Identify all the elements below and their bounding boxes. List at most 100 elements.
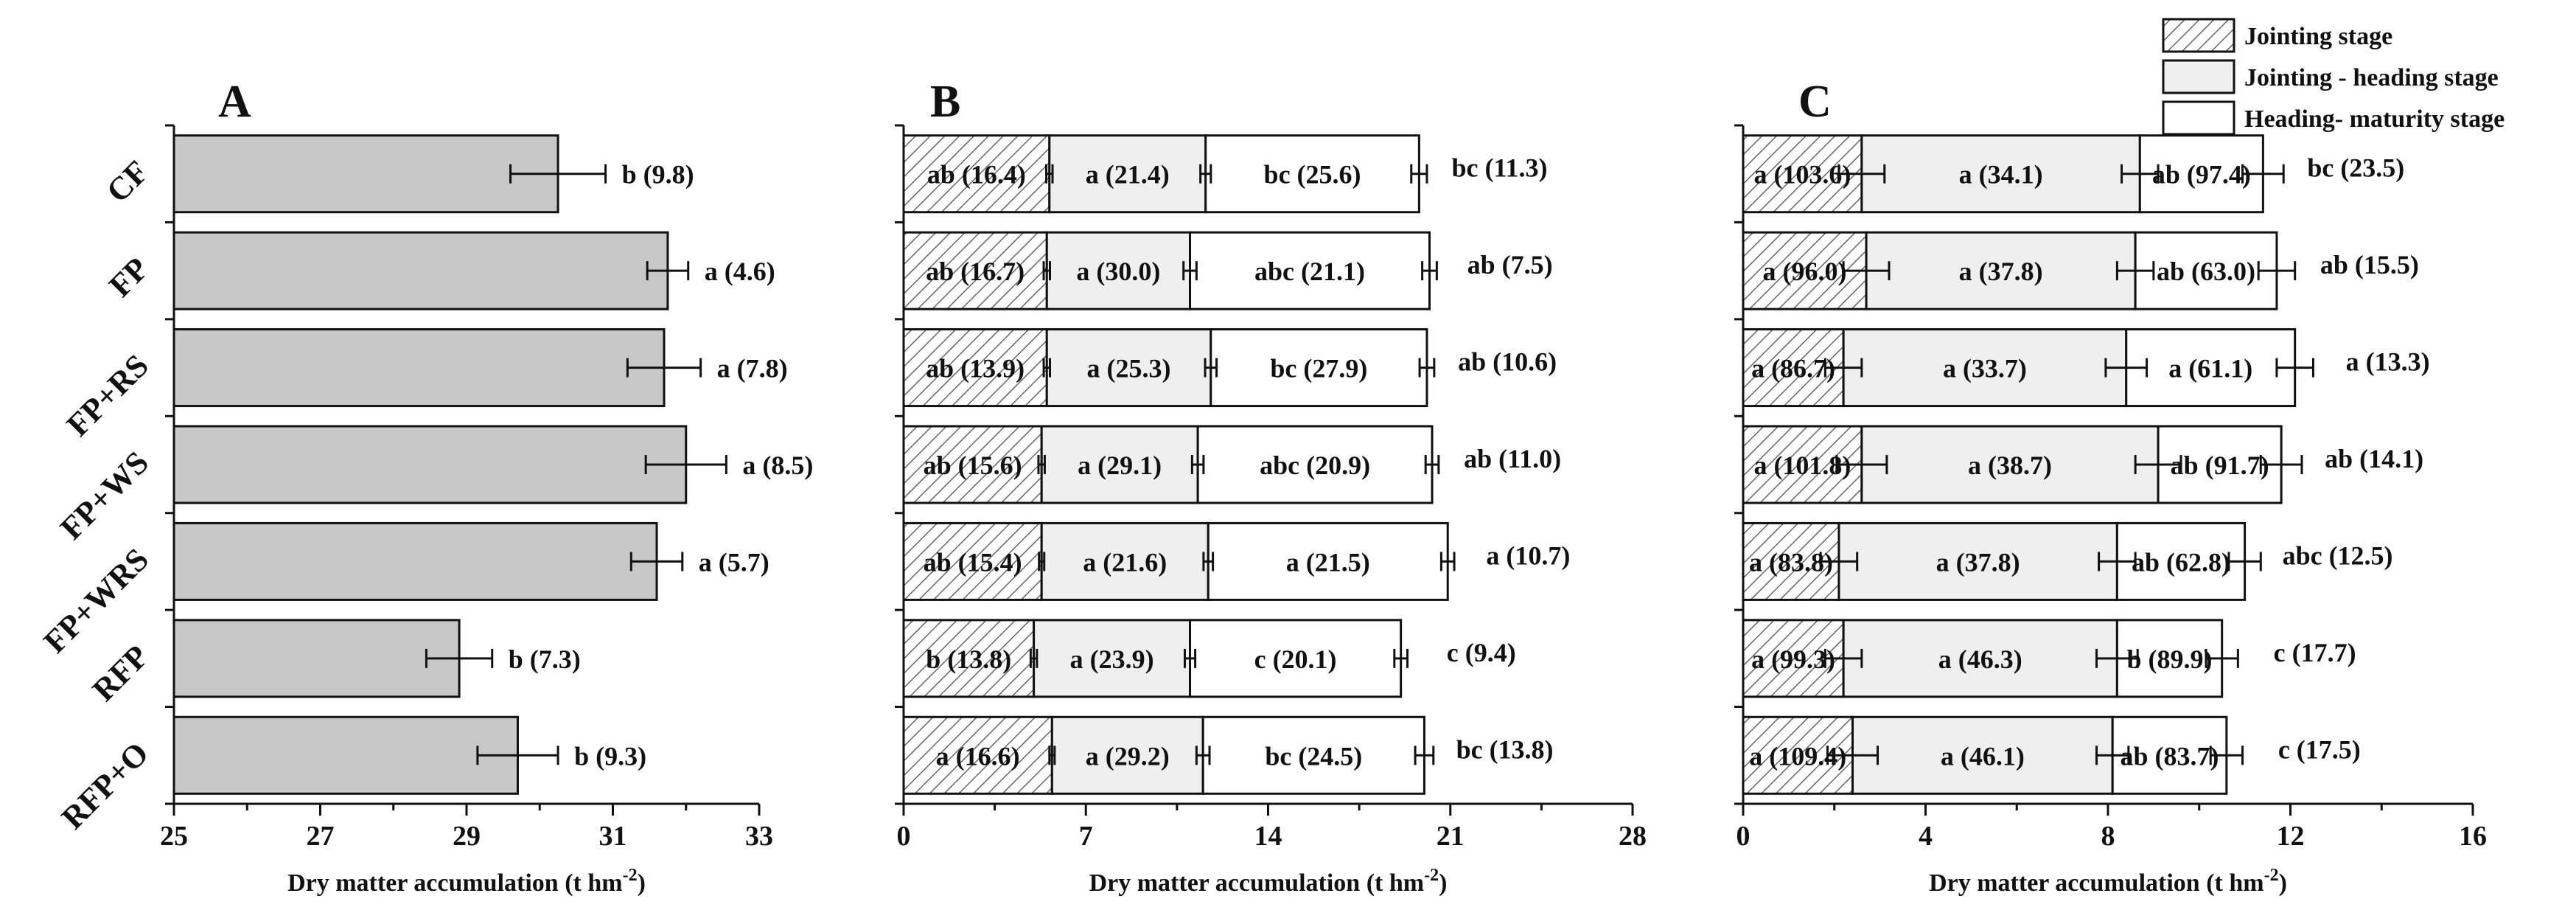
- segment-heading-maturity: [1189, 619, 1403, 698]
- segment-label: a (103.6): [1753, 160, 1851, 190]
- bar-label: a (5.7): [699, 547, 769, 577]
- segment-heading-maturity: [1210, 328, 1428, 408]
- segment-label: abc (20.9): [1260, 451, 1370, 480]
- segment-jointing-heading: [1040, 521, 1210, 601]
- segment-label: ab (97.4): [2152, 160, 2251, 190]
- legend-swatch: [2162, 100, 2235, 136]
- category-label: FP+RS: [60, 347, 156, 443]
- segment-label: bc (24.5): [1265, 741, 1362, 771]
- category-label: RFP: [85, 638, 156, 708]
- category-label: RFP+O: [55, 735, 156, 836]
- segment-label: abc (21.1): [1254, 257, 1365, 286]
- total-label: bc (13.8): [1456, 734, 1554, 764]
- x-axis-title-sup: -2: [623, 866, 638, 885]
- x-axis-title-main: Dry matter accumulation (t hm: [1089, 869, 1425, 897]
- segment-label: a (33.7): [1943, 354, 2027, 383]
- bar: [172, 231, 669, 310]
- panel-letter-B: B: [930, 77, 960, 127]
- category-label: FP: [102, 251, 156, 305]
- segment-label: bc (27.9): [1270, 354, 1367, 383]
- panel-B: Bab (16.4) a (21.4) bc (25.6) bc (11.3) ab (…: [895, 77, 1647, 897]
- bar-label: b (9.3): [574, 741, 646, 771]
- panel-C: Ca (103.6) a (34.1) ab (97.4) bc (23.5) a (9…: [1734, 77, 2487, 897]
- segment-label: ab (15.6): [924, 451, 1022, 480]
- segment-label: bc (25.6): [1264, 160, 1361, 190]
- segment-label: a (34.1): [1959, 160, 2043, 190]
- segment-label: b (89.9): [2127, 645, 2213, 674]
- total-label: ab (7.5): [1467, 250, 1553, 279]
- segment-jointing-heading: [1033, 619, 1192, 698]
- x-axis-title-main: Dry matter accumulation (t hm: [1929, 869, 2264, 897]
- x-tick-label: 27: [307, 821, 335, 852]
- segment-heading-maturity: [1189, 231, 1431, 310]
- bar-label: b (7.3): [509, 645, 581, 674]
- segment-label: ab (16.7): [926, 257, 1025, 286]
- segment-heading-maturity: [1207, 521, 1449, 601]
- x-tick-label: 0: [897, 821, 911, 852]
- segment-label: ab (13.9): [926, 354, 1025, 383]
- total-label: a (13.3): [2346, 347, 2430, 377]
- segment-jointing-heading: [1045, 231, 1192, 310]
- segment-jointing-heading: [1860, 425, 2160, 504]
- segment-label: a (61.1): [2168, 354, 2252, 383]
- segment-label: a (83.8): [1749, 547, 1833, 577]
- segment-jointing-heading: [1050, 715, 1204, 795]
- segment-jointing: [902, 231, 1048, 310]
- segment-label: ab (62.8): [2132, 547, 2230, 577]
- x-tick-label: 12: [2277, 821, 2305, 852]
- bar: [172, 328, 666, 408]
- segment-label: a (37.8): [1936, 547, 2020, 577]
- segment-jointing: [902, 134, 1051, 214]
- x-axis-title: Dry matter accumulation (t hm-2): [1929, 866, 2287, 897]
- x-axis-title-main: Dry matter accumulation (t hm: [287, 869, 623, 897]
- bar: [172, 134, 559, 214]
- segment-label: a (21.5): [1286, 547, 1370, 577]
- segment-label: a (37.8): [1959, 257, 2043, 286]
- x-tick-label: 28: [1619, 821, 1647, 852]
- panel-letter-A: A: [218, 77, 251, 127]
- segment-label: a (86.7): [1751, 354, 1835, 383]
- x-axis-title: Dry matter accumulation (t hm-2): [287, 866, 646, 897]
- x-tick-label: 4: [1919, 821, 1933, 852]
- x-tick-label: 7: [1079, 821, 1093, 852]
- segment-label: a (21.4): [1086, 160, 1170, 190]
- legend-label: Jointing stage: [2244, 23, 2392, 50]
- total-label: ab (11.0): [1464, 444, 1561, 473]
- x-tick-label: 16: [2459, 821, 2487, 852]
- x-tick-label: 29: [453, 821, 481, 852]
- segment-label: a (96.0): [1763, 257, 1847, 286]
- category-label: CF: [100, 153, 156, 209]
- bar-label: a (8.5): [742, 451, 813, 480]
- legend-swatch: [2162, 59, 2235, 94]
- total-label: c (17.7): [2274, 638, 2356, 667]
- segment-heading-maturity: [2125, 328, 2297, 408]
- segment-label: a (38.7): [1968, 451, 2052, 480]
- segment-jointing-heading: [1865, 231, 2137, 310]
- total-label: abc (12.5): [2283, 541, 2393, 570]
- segment-label: a (29.2): [1086, 741, 1170, 771]
- bar: [172, 619, 461, 698]
- bar: [172, 715, 519, 795]
- segment-jointing-heading: [1048, 134, 1207, 214]
- bar-label: a (7.8): [717, 354, 788, 383]
- category-label: FP+WS: [53, 444, 156, 546]
- x-tick-label: 31: [599, 821, 627, 852]
- total-label: a (10.7): [1486, 541, 1570, 570]
- x-axis-title-sup: -2: [1424, 866, 1439, 885]
- segment-label: c (20.1): [1254, 645, 1337, 674]
- total-label: c (9.4): [1447, 638, 1516, 667]
- total-label: ab (10.6): [1458, 347, 1557, 377]
- x-axis-title-tail: ): [2279, 869, 2287, 897]
- bar-label: a (4.6): [705, 257, 775, 286]
- panel-letter-C: C: [1798, 77, 1832, 127]
- legend-label: Jointing - heading stage: [2244, 64, 2499, 91]
- segment-label: a (23.9): [1070, 645, 1154, 674]
- segment-label: b (13.8): [926, 645, 1011, 674]
- segment-label: a (30.0): [1076, 257, 1160, 286]
- x-tick-label: 8: [2101, 821, 2115, 852]
- segment-heading-maturity: [1196, 425, 1434, 504]
- segment-label: ab (91.7): [2171, 451, 2269, 480]
- legend: Jointing stage Jointing - heading stage He…: [2162, 18, 2505, 136]
- x-tick-label: 14: [1254, 821, 1282, 852]
- segment-label: a (25.3): [1087, 354, 1171, 383]
